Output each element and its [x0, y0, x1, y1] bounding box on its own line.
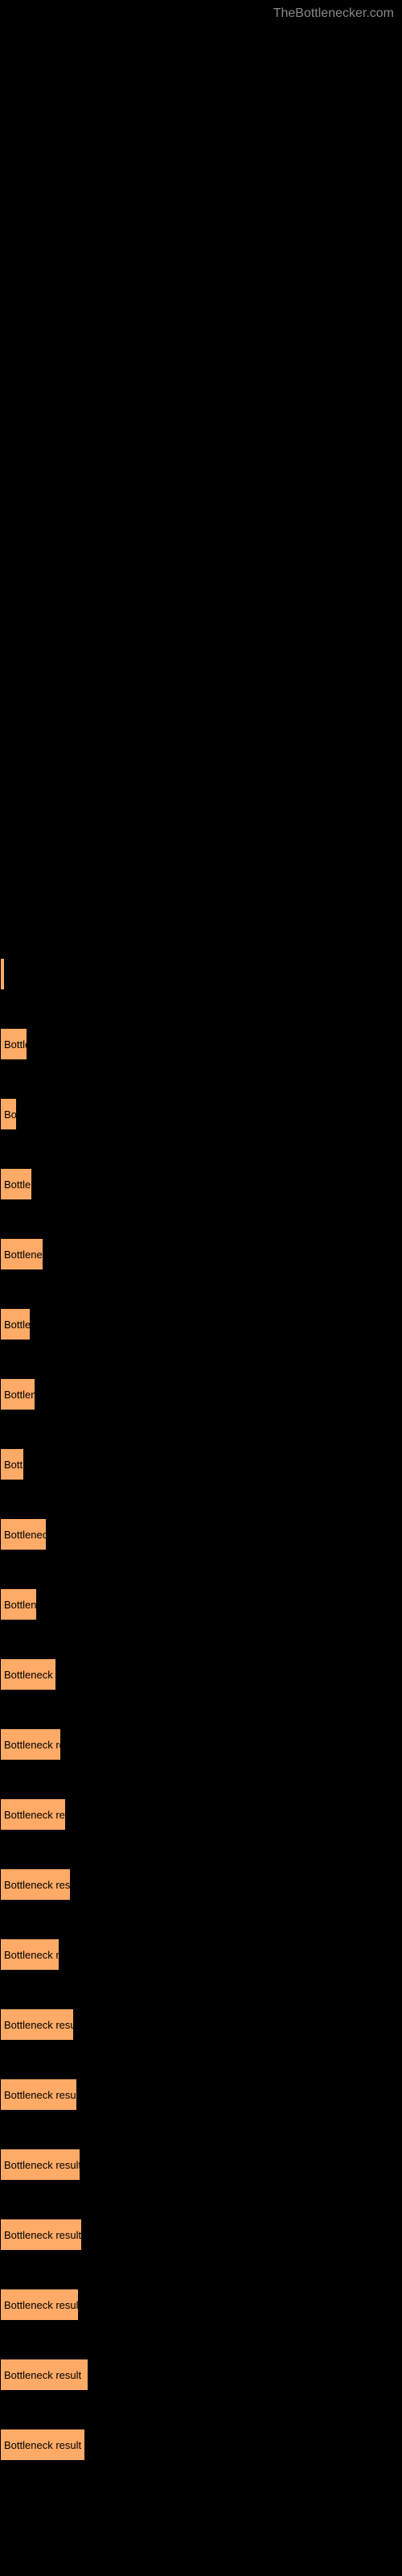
bar-row: Bottlene: [0, 1168, 402, 1200]
bar-row: Bottlene: [0, 1588, 402, 1620]
chart-bar: Bottlene: [0, 1588, 37, 1620]
bar-row: Bottle: [0, 1028, 402, 1060]
bar-row: Bottlened: [0, 1378, 402, 1410]
chart-bar: Bottleneck res: [0, 1938, 59, 1971]
bar-row: Bottleneck r: [0, 1518, 402, 1550]
chart-bar: Bottleneck result: [0, 1798, 66, 1831]
bar-row: Bottleneck result: [0, 2289, 402, 2321]
bar-row: Bottleneck result: [0, 2079, 402, 2111]
chart-bar: Bottleneck result: [0, 2289, 79, 2321]
chart-bar: Bottlene: [0, 1168, 32, 1200]
chart-bar: Bottleneck result: [0, 2008, 74, 2041]
bar-chart: Bottle Bo Bottlene Bottleneck Bottlen Bottlen…: [0, 0, 402, 2531]
chart-bar: Bottlen: [0, 1308, 31, 1340]
bar-row: Bottleneck: [0, 1238, 402, 1270]
chart-bar: Bottlened: [0, 1378, 35, 1410]
chart-bar: [0, 958, 5, 990]
chart-bar: Bottle: [0, 1028, 27, 1060]
bar-row: Bottl: [0, 1448, 402, 1480]
chart-bar: Bottleneck result: [0, 2079, 77, 2111]
chart-bar: Bottleneck result: [0, 2149, 80, 2181]
chart-bar: Bottl: [0, 1448, 24, 1480]
bar-row: Bottlen: [0, 1308, 402, 1340]
bar-row: Bottleneck result: [0, 2008, 402, 2041]
bar-row: Bottleneck result: [0, 1868, 402, 1901]
bar-row: Bottleneck result: [0, 2359, 402, 2391]
chart-bar: Bottleneck result: [0, 1868, 71, 1901]
bar-row: [0, 958, 402, 990]
bar-row: Bottleneck result: [0, 1798, 402, 1831]
chart-bar: Bottleneck resu: [0, 1658, 56, 1690]
chart-bar: Bottleneck result: [0, 1728, 61, 1761]
bar-row: Bo: [0, 1098, 402, 1130]
bar-row: Bottleneck result: [0, 2219, 402, 2251]
bar-row: Bottleneck result: [0, 2149, 402, 2181]
bar-row: Bottleneck result: [0, 2429, 402, 2461]
bar-row: Bottleneck result: [0, 1728, 402, 1761]
chart-bar: Bottleneck result: [0, 2429, 85, 2461]
chart-bar: Bottleneck: [0, 1238, 43, 1270]
bar-row: Bottleneck res: [0, 1938, 402, 1971]
chart-bar: Bottleneck r: [0, 1518, 47, 1550]
chart-bar: Bo: [0, 1098, 17, 1130]
chart-bar: Bottleneck result: [0, 2219, 82, 2251]
chart-bar: Bottleneck result: [0, 2359, 88, 2391]
bar-row: Bottleneck resu: [0, 1658, 402, 1690]
watermark-text: TheBottlenecker.com: [273, 6, 394, 21]
